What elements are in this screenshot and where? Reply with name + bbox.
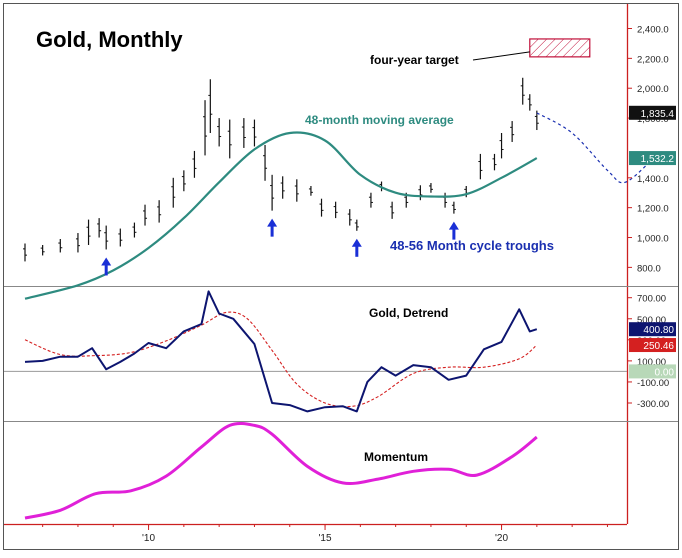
- momentum-line: [24, 421, 538, 520]
- x-axis-label: '15: [319, 533, 332, 544]
- signal-last-flag: 250.46: [643, 341, 674, 352]
- detrend-axis-label: 100.00: [637, 357, 666, 368]
- zero-flag-bg: [629, 364, 676, 379]
- detrend-panel: [4, 290, 627, 413]
- signal-last-flag-bg: [629, 338, 676, 353]
- price-axis-label: 2,000.0: [637, 84, 669, 95]
- cycle-trough-arrow-head: [101, 257, 112, 266]
- zero-flag: 0.00: [655, 367, 675, 378]
- price-last-flag-bg: [629, 105, 676, 120]
- x-axis-label: '20: [495, 533, 508, 544]
- detrend-signal-line: [24, 311, 538, 408]
- target-pointer-line: [472, 51, 530, 61]
- ma-last-flag: 1,532.2: [641, 154, 675, 165]
- detrend-line: [24, 290, 538, 413]
- price-last-flag: 1,835.4: [641, 109, 675, 120]
- ma-label: 48-month moving average: [305, 113, 454, 127]
- momentum-title: Momentum: [364, 450, 428, 464]
- axis-labels: 2,400.02,200.02,000.01,800.01,400.01,200…: [42, 25, 676, 544]
- chart-border: [3, 3, 679, 550]
- projection-line: [536, 112, 654, 184]
- cycle-trough-arrow-head: [448, 221, 459, 230]
- x-axis-label: '10: [142, 533, 155, 544]
- detrend-last-flag-bg: [629, 322, 676, 337]
- chart-title: Gold, Monthly: [36, 27, 183, 52]
- moving-average-line: [24, 131, 538, 300]
- target-label: four-year target: [370, 53, 459, 67]
- target-zone-box: [529, 38, 591, 58]
- ma-last-flag-bg: [629, 151, 676, 166]
- detrend-axis-label: 500.00: [637, 315, 666, 326]
- cycle-trough-arrow-head: [267, 218, 278, 227]
- detrend-last-flag: 400.80: [643, 325, 674, 336]
- price-axis-label: 800.0: [637, 263, 661, 274]
- cycle-trough-arrow-head: [351, 238, 362, 247]
- detrend-axis-label: -300.00: [637, 399, 669, 410]
- price-axis-label: 1,200.0: [637, 204, 669, 215]
- detrend-axis-label: 700.00: [637, 294, 666, 305]
- detrend-axis-label: -100.00: [637, 378, 669, 389]
- momentum-panel: [24, 421, 538, 520]
- price-axis-label: 2,200.0: [637, 54, 669, 65]
- price-axis-label: 1,000.0: [637, 234, 669, 245]
- detrend-title: Gold, Detrend: [369, 306, 448, 320]
- price-axis-label: 2,400.0: [637, 25, 669, 36]
- cycle-label: 48-56 Month cycle troughs: [390, 238, 554, 253]
- price-panel: [23, 38, 654, 300]
- price-axis-label: 1,400.0: [637, 174, 669, 185]
